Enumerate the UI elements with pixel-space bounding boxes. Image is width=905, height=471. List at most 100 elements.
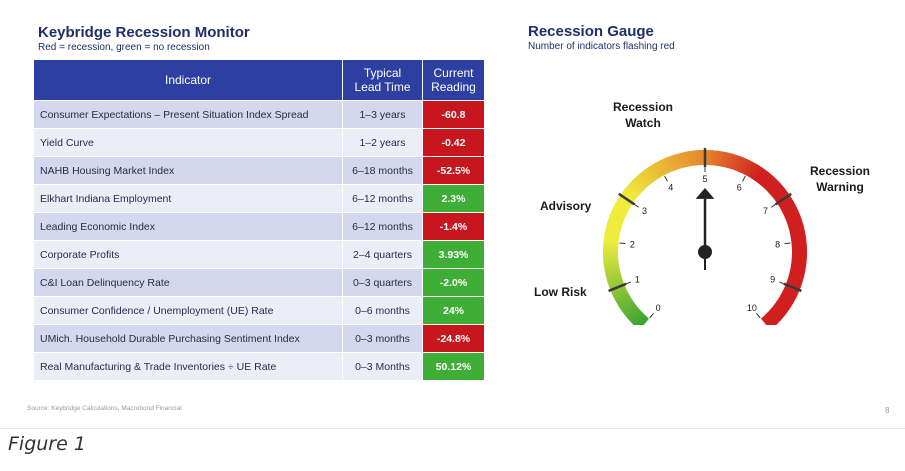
lead-time-cell: 0–6 months	[342, 296, 423, 325]
zone-watch-line1: Recession	[613, 100, 673, 114]
gauge-needle-group	[695, 188, 715, 270]
header-lead-time: Typical Lead Time	[342, 59, 423, 101]
gauge-arc-segment	[753, 167, 767, 183]
lead-time-cell: 6–18 months	[342, 156, 423, 185]
gauge-arc-segment	[617, 297, 633, 310]
reading-cell: -24.8%	[422, 324, 485, 353]
gauge-arc-segment	[614, 291, 630, 303]
gauge-tick-label: 7	[763, 206, 768, 216]
gauge-arc-segment	[608, 280, 625, 291]
gauge-arc-segment	[768, 307, 784, 322]
gauge-zone-divider	[618, 192, 636, 206]
gauge-arc-segment	[748, 163, 761, 179]
table-row: C&I Loan Delinquency Rate 0–3 quarters -2.…	[33, 268, 485, 297]
gauge-arc-segment	[785, 213, 802, 224]
gauge-zone-divider	[608, 282, 627, 293]
gauge-tick-label: 10	[747, 303, 757, 313]
gauge-arc-segment	[762, 314, 776, 325]
reading-cell: -60.8	[422, 100, 485, 129]
gauge-arc-segment	[621, 302, 637, 315]
gauge-tick-label: 2	[630, 239, 635, 249]
gauge-arc-segment	[611, 286, 627, 297]
indicator-cell: Corporate Profits	[33, 240, 343, 269]
indicator-cell: C&I Loan Delinquency Rate	[33, 268, 343, 297]
gauge-arc-segment	[612, 289, 629, 300]
gauge-arc-segment	[740, 158, 751, 175]
gauge-arc-segment	[783, 284, 800, 295]
gauge-arc-segment	[615, 294, 632, 307]
gauge-tick-label: 9	[770, 274, 775, 284]
gauge-arc-segment	[604, 268, 621, 277]
gauge-tick	[756, 312, 761, 319]
reading-cell: -0.42	[422, 128, 485, 157]
monitor-subtitle: Red = recession, green = no recession	[38, 42, 210, 53]
gauge-arc-segment	[605, 271, 622, 281]
gauge-arc-segment	[737, 157, 748, 174]
gauge-arc-segment	[606, 274, 623, 284]
gauge-arc-segment	[631, 177, 646, 192]
gauge-arc-segment	[758, 171, 772, 187]
reading-cell: 2.3%	[422, 184, 485, 213]
zone-warning-line1: Recession	[810, 164, 870, 178]
gauge-tick-label: 3	[642, 206, 647, 216]
gauge-arc-segment	[767, 181, 782, 195]
indicator-cell: Leading Economic Index	[33, 212, 343, 241]
gauge-arc-segment	[625, 306, 641, 321]
gauge-ticks: 0 1 2 3 4 5 6 7 8 9 10	[608, 148, 802, 319]
indicator-cell: Yield Curve	[33, 128, 343, 157]
gauge-subtitle: Number of indicators flashing red	[528, 41, 675, 52]
gauge-arc	[603, 150, 807, 325]
gauge-arc-segment	[614, 199, 631, 212]
reading-cell: -52.5%	[422, 156, 485, 185]
gauge-tick-label: 1	[635, 274, 640, 284]
gauge-arc-segment	[634, 175, 648, 190]
indicator-cell: Consumer Expectations – Present Situatio…	[33, 100, 343, 129]
gauge-tick-label: 4	[668, 183, 673, 193]
header-lead-line2: Lead Time	[354, 80, 411, 94]
gauge-arc-segment	[609, 212, 625, 223]
gauge-arc-segment	[770, 305, 786, 319]
gauge-arc-segment	[673, 153, 683, 170]
slide: Keybridge Recession Monitor Red = recess…	[0, 23, 905, 429]
zone-low-risk: Low Risk	[534, 285, 587, 299]
lead-time-cell: 0–3 quarters	[342, 268, 423, 297]
page-number: 8	[885, 406, 890, 415]
gauge-needle-head	[695, 188, 715, 199]
gauge-arc-segment	[650, 162, 663, 179]
gauge-arc-segment	[789, 227, 806, 236]
gauge-title: Recession Gauge	[528, 23, 654, 40]
gauge-arc-segment	[642, 168, 655, 184]
gauge-arc-segment	[628, 309, 643, 323]
gauge-arc-segment	[781, 290, 797, 302]
header-lead-line1: Typical	[363, 66, 402, 80]
gauge-arc-segment	[760, 173, 775, 189]
indicator-cell: NAHB Housing Market Index	[33, 156, 343, 185]
gauge-arc-segment	[620, 190, 636, 204]
gauge-arc-segment	[782, 287, 799, 298]
table-row: NAHB Housing Market Index 6–18 months -52.…	[33, 156, 485, 185]
gauge-tick-label: 6	[737, 183, 742, 193]
gauge-tick	[649, 312, 654, 319]
gauge-arc-segment	[616, 196, 632, 209]
gauge-arc-segment	[783, 207, 799, 218]
gauge-arc-segment	[734, 156, 745, 172]
gauge-arc-segment	[786, 217, 803, 227]
gauge-arc-segment	[772, 303, 788, 316]
table-row: Real Manufacturing & Trade Inventories ÷…	[33, 352, 485, 381]
gauge-tick	[664, 175, 668, 182]
indicator-table: Indicator Typical Lead Time Current Read…	[33, 59, 485, 381]
indicator-cell: Real Manufacturing & Trade Inventories ÷…	[33, 352, 343, 381]
gauge-arc-segment	[654, 161, 666, 177]
gauge-arc-segment	[607, 277, 624, 287]
table-row: Leading Economic Index 6–12 months -1.4%	[33, 212, 485, 241]
gauge-arc-segment	[647, 164, 660, 180]
table-body: Consumer Expectations – Present Situatio…	[33, 100, 485, 381]
gauge-arc-segment	[781, 204, 798, 215]
gauge-arc-segment	[788, 223, 805, 233]
gauge-arc-segment	[645, 166, 658, 182]
gauge-tick	[742, 175, 746, 182]
gauge-arc-segment	[663, 156, 674, 173]
gauge-arc-segment	[670, 154, 680, 171]
zone-warning-line2: Warning	[816, 180, 864, 194]
gauge-arc-segment	[676, 152, 686, 169]
